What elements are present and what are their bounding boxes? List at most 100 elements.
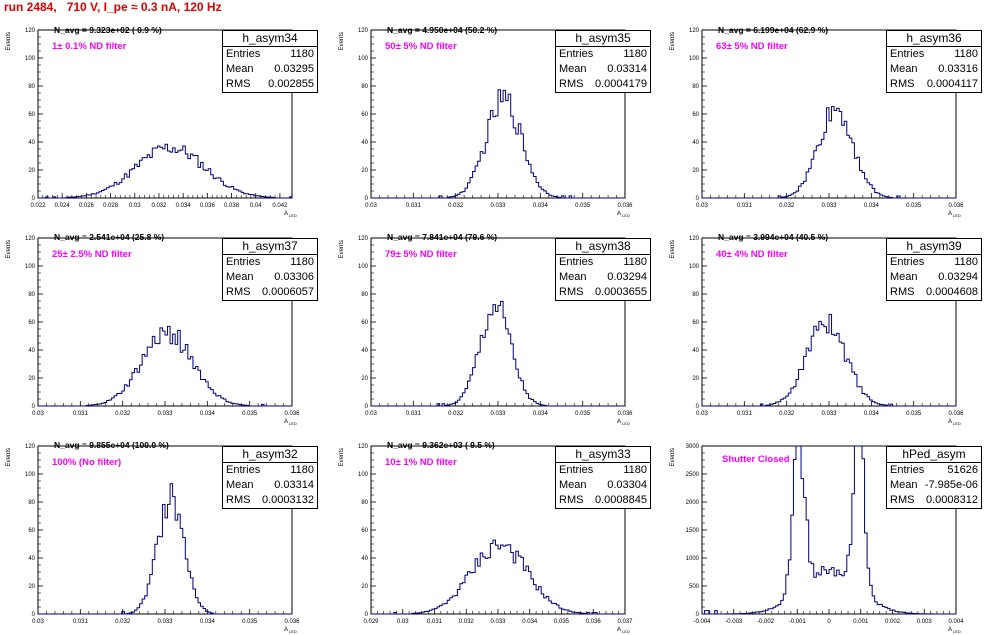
x-tick-label: 0.03 — [365, 411, 377, 417]
y-tick-label: 2000 — [686, 500, 700, 506]
stats-value: 1180 — [954, 256, 978, 268]
filter-label: 63± 5% ND filter — [716, 41, 788, 52]
stats-hist-name: h_asym34 — [223, 31, 317, 47]
y-tick-label: 120 — [25, 444, 36, 450]
x-tick-label: 0.033 — [157, 619, 173, 625]
stats-row-mean: Mean 0.03316 — [887, 62, 981, 77]
y-axis-label: Events — [6, 240, 12, 258]
stats-box: h_asym38 Entries 1180 Mean 0.03294 RMS 0.00036… — [555, 238, 651, 301]
stats-hist-name: hPed_asym — [887, 447, 981, 463]
filter-label: 79± 5% ND filter — [385, 249, 457, 260]
y-tick-label: 100 — [358, 264, 369, 270]
stats-row-entries: Entries 51626 — [887, 463, 981, 478]
histogram-plot: 0.03 0.031 0.032 0.033 0.034 0.035 0.036 0 20 40 6… — [339, 236, 633, 426]
stats-value: 1180 — [623, 464, 647, 476]
y-tick-label: 100 — [689, 264, 700, 270]
stats-row-entries: Entries 1180 — [223, 255, 317, 270]
histogram-pad-h_asym36: 0.03 0.031 0.032 0.033 0.034 0.035 0.036 0 20 40 6… — [664, 12, 994, 219]
filter-label: 40± 4% ND filter — [716, 249, 788, 260]
y-tick-label: 100 — [358, 56, 369, 62]
y-tick-label: 40 — [361, 556, 368, 562]
y-tick-label: 80 — [361, 500, 368, 506]
stats-value: 0.03295 — [274, 63, 314, 75]
stats-row-rms: RMS 0.0003655 — [556, 285, 650, 300]
stats-label: Mean — [226, 271, 254, 283]
stats-label: Mean — [890, 63, 918, 75]
stats-value: 1180 — [954, 48, 978, 60]
stats-row-entries: Entries 1180 — [223, 463, 317, 478]
x-axis-label: A — [284, 627, 288, 633]
filter-label: Shutter Closed — [722, 454, 790, 465]
stats-box: h_asym37 Entries 1180 Mean 0.03306 RMS 0.00060… — [222, 238, 318, 301]
x-tick-label: 0.034 — [864, 411, 880, 417]
stats-row-mean: Mean 0.03314 — [556, 62, 650, 77]
stats-value: -7.985e-06 — [924, 479, 978, 491]
histogram-line — [371, 300, 625, 407]
stats-label: Entries — [559, 48, 594, 60]
y-axis-label: Events — [339, 448, 345, 466]
x-tick-label: 0.002 — [885, 619, 901, 625]
histogram-pad-h_asym33: 0.029 0.03 0.031 0.032 0.033 0.034 0.035 0.036 0… — [333, 428, 663, 635]
x-axis-label: A — [617, 211, 621, 217]
stats-value: 0.03316 — [938, 63, 978, 75]
y-tick-label: 80 — [361, 84, 368, 90]
x-tick-label: 0.029 — [363, 619, 379, 625]
y-tick-label: 20 — [361, 584, 368, 590]
y-axis-label: Events — [670, 32, 676, 50]
filter-label: 25± 2.5% ND filter — [52, 249, 132, 260]
x-axis-label-subscript: LED — [289, 629, 297, 634]
x-axis-label: A — [617, 627, 621, 633]
x-tick-label: 0.032 — [779, 203, 795, 209]
stats-label: RMS — [226, 494, 251, 506]
x-axis-label: A — [284, 211, 288, 217]
stats-row-rms: RMS 0.0008845 — [556, 493, 650, 508]
y-tick-label: 80 — [28, 500, 35, 506]
stats-box: h_asym36 Entries 1180 Mean 0.03316 RMS 0.00041… — [886, 30, 982, 93]
stats-label: Entries — [226, 464, 261, 476]
y-axis-label: Events — [6, 448, 12, 466]
stats-value: 0.002855 — [268, 78, 314, 90]
histogram-pad-h_asym37: 0.03 0.031 0.032 0.033 0.034 0.035 0.036 0 20 40 6… — [0, 220, 330, 427]
x-tick-label: 0.037 — [617, 619, 633, 625]
x-tick-label: 0.033 — [490, 619, 506, 625]
y-tick-label: 0 — [365, 612, 369, 618]
y-tick-label: 120 — [358, 444, 369, 450]
x-tick-label: 0.034 — [533, 203, 549, 209]
x-tick-label: 0.036 — [200, 203, 216, 209]
x-axis-label: A — [617, 419, 621, 425]
y-tick-label: 0 — [696, 404, 700, 410]
stats-label: Entries — [559, 464, 594, 476]
filter-label: 50± 5% ND filter — [385, 41, 457, 52]
x-tick-label: 0.031 — [737, 411, 753, 417]
y-tick-label: 20 — [28, 376, 35, 382]
y-tick-label: 100 — [25, 56, 36, 62]
x-axis-label: A — [948, 627, 952, 633]
x-tick-label: 0.03 — [32, 411, 44, 417]
stats-row-entries: Entries 1180 — [556, 463, 650, 478]
stats-row-mean: Mean 0.03314 — [223, 478, 317, 493]
navg-label: N_avg = 9.362e+03 ( 9.5 %) — [387, 440, 495, 450]
x-axis-label-subscript: LED — [289, 421, 297, 426]
stats-label: RMS — [890, 78, 915, 90]
x-tick-label: 0.032 — [151, 203, 167, 209]
stats-value: 0.03294 — [607, 271, 647, 283]
stats-row-mean: Mean 0.03295 — [223, 62, 317, 77]
histogram-line — [371, 89, 625, 199]
navg-label: N_avg = 4.950e+04 (50.2 %) — [387, 25, 498, 35]
y-tick-label: 0 — [32, 404, 36, 410]
y-axis-label: Events — [339, 32, 345, 50]
x-tick-label: 0.03 — [397, 619, 409, 625]
stats-hist-name: h_asym32 — [223, 447, 317, 463]
x-axis-label-subscript: LED — [953, 213, 961, 218]
y-tick-label: 100 — [689, 56, 700, 62]
x-tick-label: 0.04 — [250, 203, 262, 209]
stats-label: Mean — [226, 479, 254, 491]
stats-label: RMS — [890, 494, 915, 506]
stats-box: h_asym32 Entries 1180 Mean 0.03314 RMS 0.00031… — [222, 446, 318, 509]
y-tick-label: 120 — [358, 28, 369, 34]
x-tick-label: 0.034 — [533, 411, 549, 417]
stats-value: 1180 — [623, 48, 647, 60]
x-tick-label: 0.031 — [737, 203, 753, 209]
y-tick-label: 40 — [361, 140, 368, 146]
y-tick-label: 3000 — [686, 444, 700, 450]
